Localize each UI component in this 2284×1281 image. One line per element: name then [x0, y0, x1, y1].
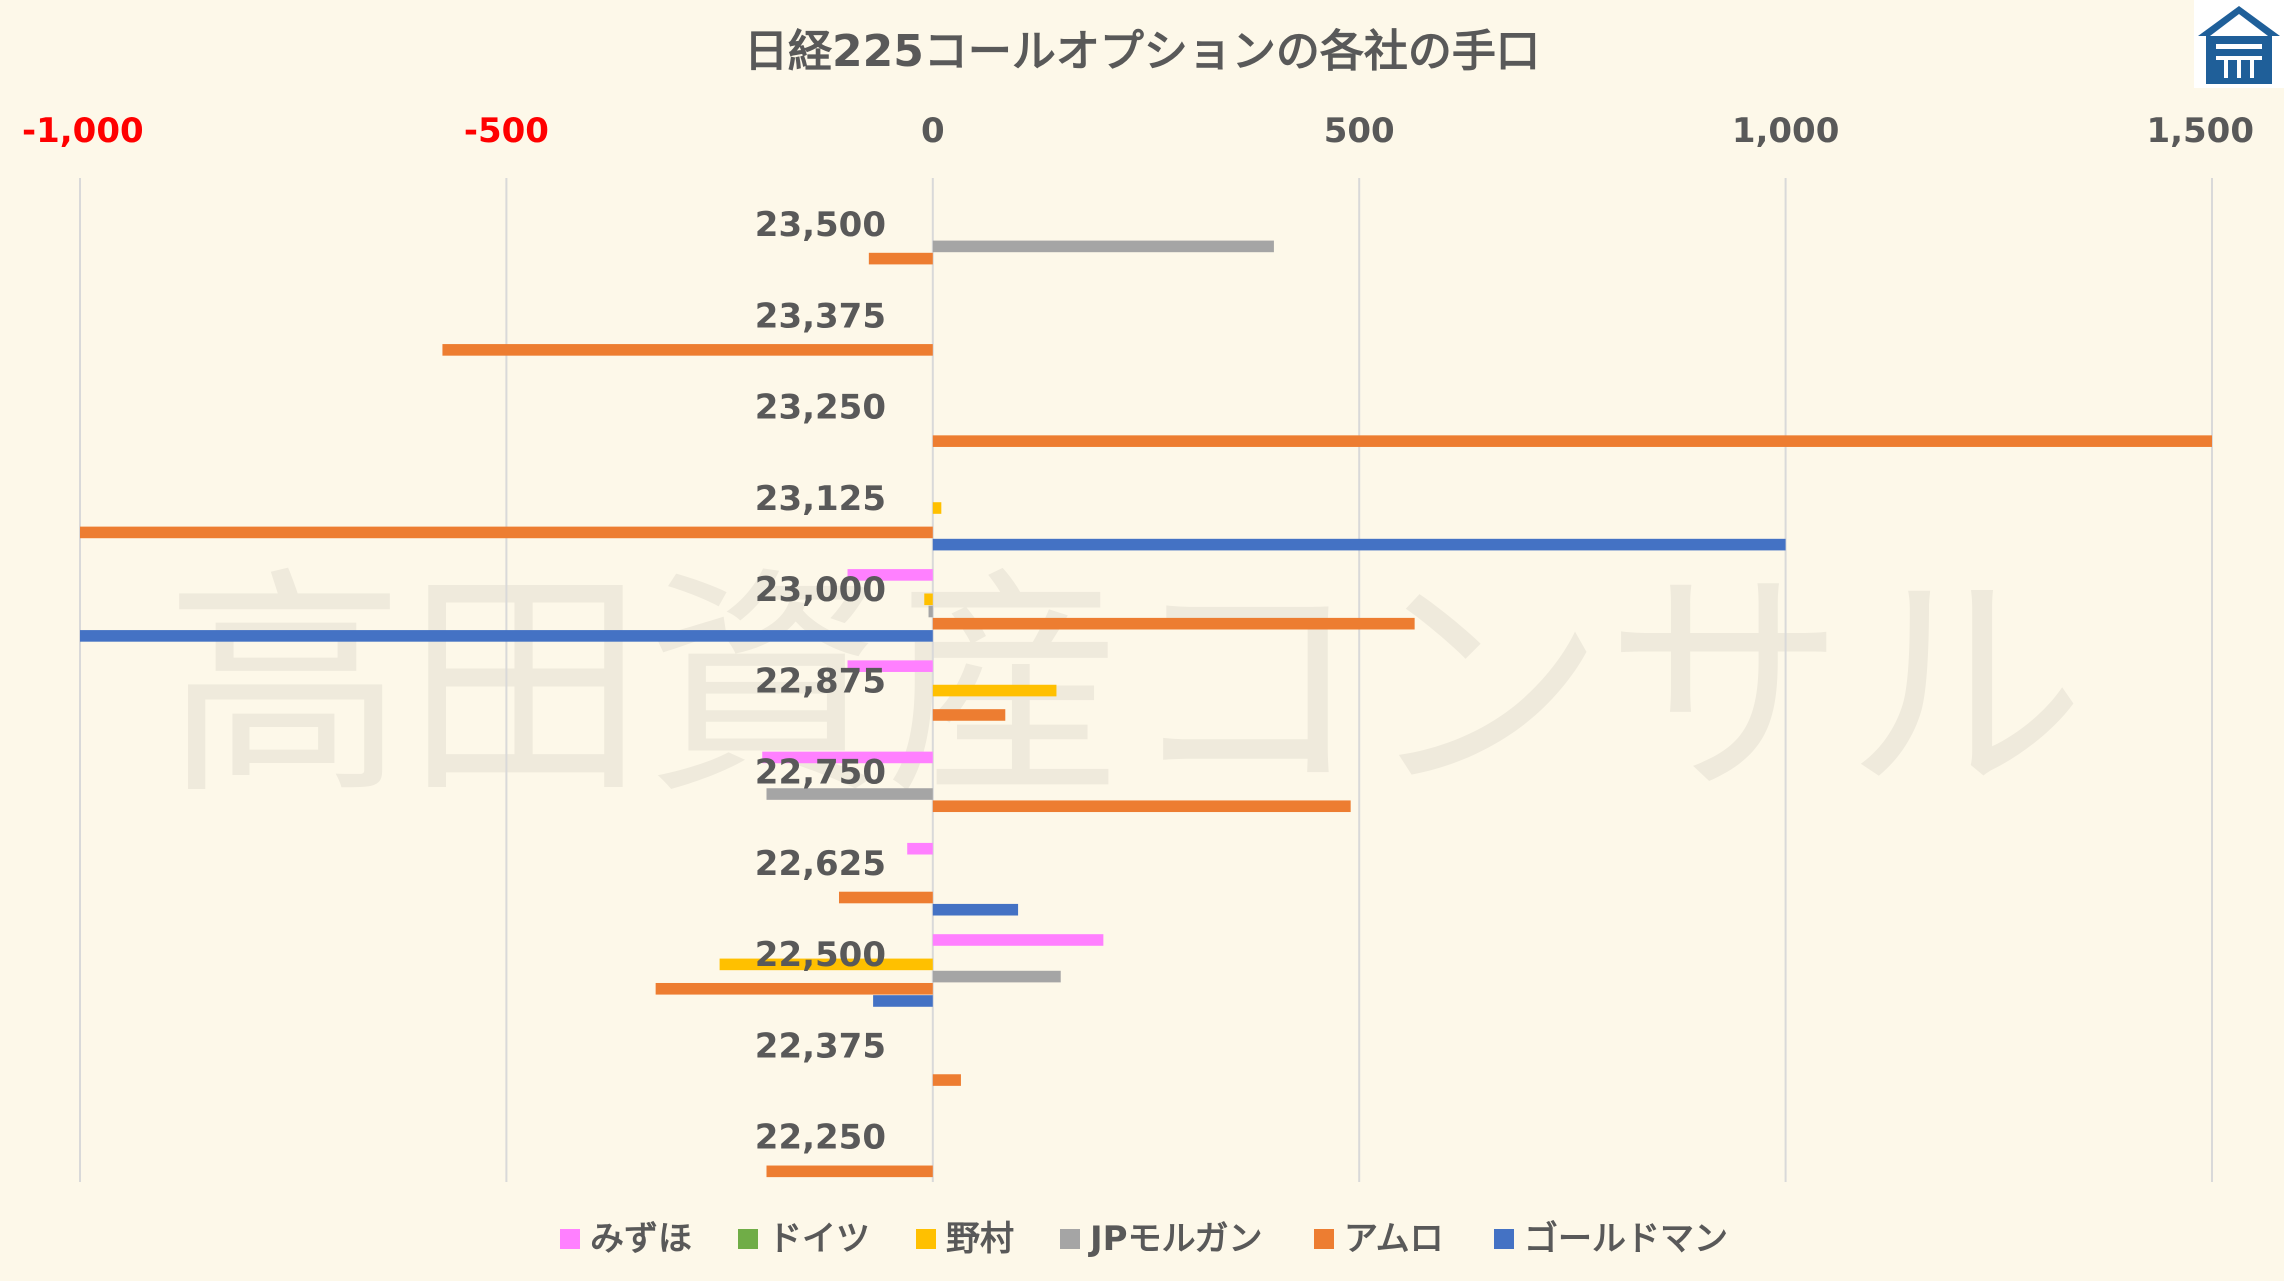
bar — [932, 970, 1061, 983]
legend-swatch — [916, 1229, 936, 1249]
bar — [932, 617, 1415, 630]
legend-label: みずほ — [590, 1219, 692, 1259]
bar — [907, 842, 933, 855]
category-label: 22,250 — [755, 1118, 886, 1158]
house-logo-icon — [2198, 6, 2280, 84]
category-label: 22,500 — [755, 935, 886, 975]
bar — [932, 538, 1786, 551]
bar — [873, 995, 933, 1007]
bar — [766, 788, 933, 800]
category-label: 22,750 — [755, 753, 886, 793]
bars — [80, 240, 2212, 1178]
chart-title: 日経225コールオプションの各社の手口 — [744, 26, 1540, 77]
bar — [442, 344, 933, 356]
category-label: 22,875 — [755, 661, 886, 701]
bar — [932, 709, 1006, 721]
x-tick-label: 0 — [921, 111, 945, 151]
bar — [838, 891, 933, 904]
bar — [932, 800, 1351, 813]
category-label: 23,000 — [755, 570, 886, 610]
legend-swatch — [560, 1229, 580, 1249]
bar — [924, 593, 933, 606]
category-label: 23,500 — [755, 205, 886, 245]
bar — [655, 982, 933, 995]
bar — [932, 1074, 961, 1086]
watermark: 高田資産コンサル — [165, 547, 2085, 827]
x-tick-label: 1,500 — [2146, 111, 2254, 151]
x-tick-label: 500 — [1324, 111, 1395, 151]
x-tick-label: 1,000 — [1732, 111, 1840, 151]
category-label: 22,625 — [755, 844, 886, 884]
legend-swatch — [1060, 1229, 1080, 1249]
bar — [80, 526, 933, 539]
legend-label: ドイツ — [768, 1219, 870, 1259]
legend-label: ゴールドマン — [1524, 1219, 1728, 1259]
bar — [847, 660, 933, 672]
legend-swatch — [1494, 1229, 1514, 1249]
bar — [932, 903, 1019, 916]
bar — [932, 684, 1057, 697]
bar — [847, 569, 933, 581]
category-label: 23,125 — [755, 479, 886, 519]
legend: みずほ ドイツ 野村 JPモルガン アムロ ゴールドマン — [560, 1219, 1728, 1259]
bar — [766, 1165, 933, 1178]
bar — [932, 240, 1274, 253]
bar — [868, 252, 933, 265]
bar — [932, 502, 942, 514]
y-axis: 23,500 23,375 23,250 23,125 23,000 22,875 22,7… — [755, 205, 886, 1158]
bar — [928, 605, 933, 618]
legend-label: JPモルガン — [1088, 1219, 1263, 1259]
legend-swatch — [738, 1229, 758, 1249]
bar — [932, 934, 1104, 946]
bar — [719, 958, 933, 971]
x-tick-label: -1,000 — [22, 111, 144, 151]
legend-swatch — [1314, 1229, 1334, 1249]
bar — [932, 435, 2212, 447]
legend-label: 野村 — [946, 1219, 1014, 1259]
x-tick-label: -500 — [464, 111, 549, 151]
x-axis: -1,000 -500 0 500 1,000 1,500 — [22, 111, 2254, 151]
legend-label: アムロ — [1344, 1219, 1444, 1259]
category-label: 23,375 — [755, 296, 886, 336]
category-label: 23,250 — [755, 388, 886, 428]
category-label: 22,375 — [755, 1026, 886, 1066]
bar — [762, 751, 933, 764]
logo — [2194, 0, 2284, 88]
bar — [80, 630, 933, 642]
